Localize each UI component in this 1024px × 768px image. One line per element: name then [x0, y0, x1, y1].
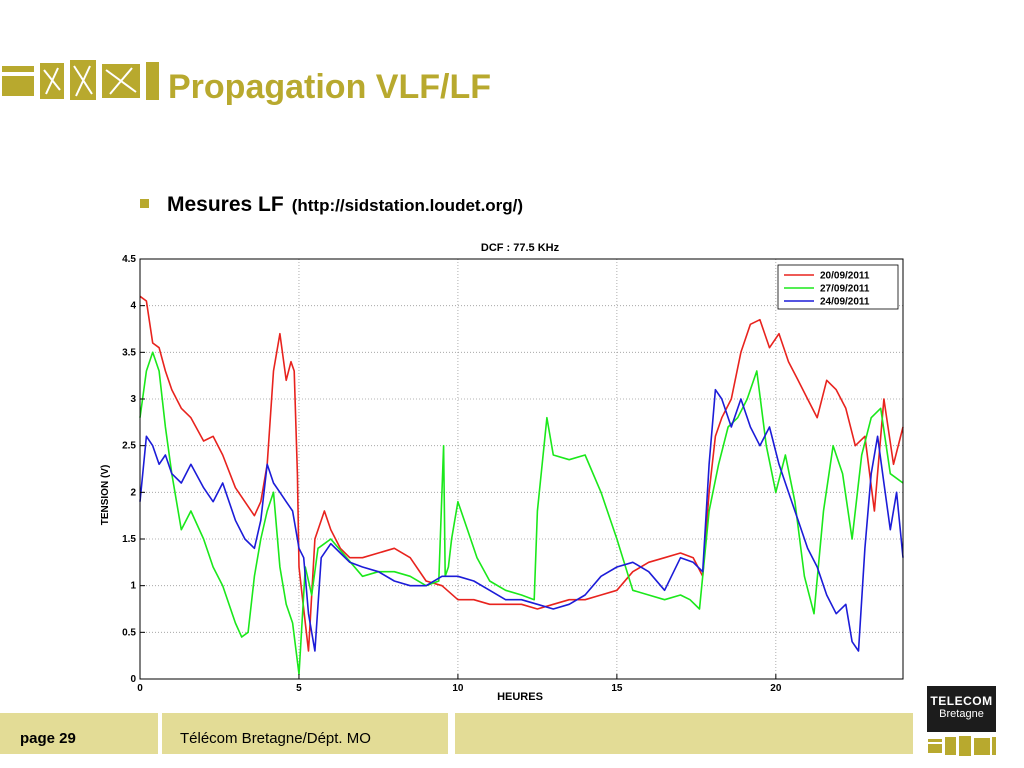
series-layer — [139, 295, 904, 676]
y-tick-label: 0.5 — [122, 627, 136, 638]
series-line-1 — [139, 295, 904, 652]
axes-layer: 0 0.5 1 1.5 2 2.5 3 3.5 4 4.5 0 5 10 15 20 — [122, 254, 904, 694]
plot-frame — [139, 258, 904, 680]
footer-right-block — [455, 713, 913, 754]
chart-legend: 20/09/2011 27/09/2011 24/09/2011 — [777, 264, 899, 310]
y-axis-label: TENSION (V) — [100, 465, 111, 526]
bullet-url-text[interactable]: (http://sidstation.loudet.org/) — [291, 196, 524, 215]
y-tick-label: 0 — [130, 674, 136, 685]
x-tick-label: 20 — [770, 683, 782, 694]
x-tick-label: 0 — [137, 683, 143, 694]
y-tick-label: 2.5 — [122, 441, 136, 452]
footer-logo — [928, 736, 996, 756]
legend-label: 20/09/2011 — [820, 271, 870, 282]
series-line-3 — [139, 388, 904, 652]
x-tick-label: 10 — [452, 683, 464, 694]
x-axis-label: HEURES — [497, 691, 543, 703]
badge-line2: Bretagne — [939, 708, 984, 720]
bullet-square-icon — [140, 199, 149, 208]
legend-label: 24/09/2011 — [820, 297, 870, 308]
line-chart: 0 0.5 1 1.5 2 2.5 3 3.5 4 4.5 0 5 10 15 20 DCF : 77.5 … — [100, 242, 904, 703]
bullet-item: Mesures LF (http://sidstation.loudet.org… — [140, 193, 523, 217]
y-tick-label: 1 — [130, 581, 136, 592]
x-tick-label: 15 — [611, 683, 623, 694]
badge-line1: TELECOM — [930, 694, 993, 708]
y-tick-label: 4.5 — [122, 254, 136, 265]
footer-middle-block — [162, 713, 448, 754]
y-tick-label: 3.5 — [122, 347, 136, 358]
y-tick-label: 1.5 — [122, 534, 136, 545]
grid-layer — [140, 259, 903, 679]
bullet-main-text: Mesures LF — [167, 193, 284, 216]
x-tick-label: 5 — [296, 683, 302, 694]
page-number: page 29 — [20, 730, 76, 747]
chart-title: DCF : 77.5 KHz — [481, 242, 560, 254]
telecom-bretagne-logo — [2, 60, 159, 100]
page-title: Propagation VLF/LF — [168, 68, 491, 106]
legend-label: 27/09/2011 — [820, 284, 870, 295]
y-tick-label: 4 — [130, 301, 136, 312]
y-tick-label: 2 — [130, 487, 136, 498]
telecom-bretagne-badge: TELECOM Bretagne — [927, 686, 996, 732]
series-line-2 — [139, 351, 904, 676]
y-tick-label: 3 — [130, 394, 136, 405]
footer-department: Télécom Bretagne/Dépt. MO — [180, 730, 371, 747]
footer-left-block — [0, 713, 158, 754]
